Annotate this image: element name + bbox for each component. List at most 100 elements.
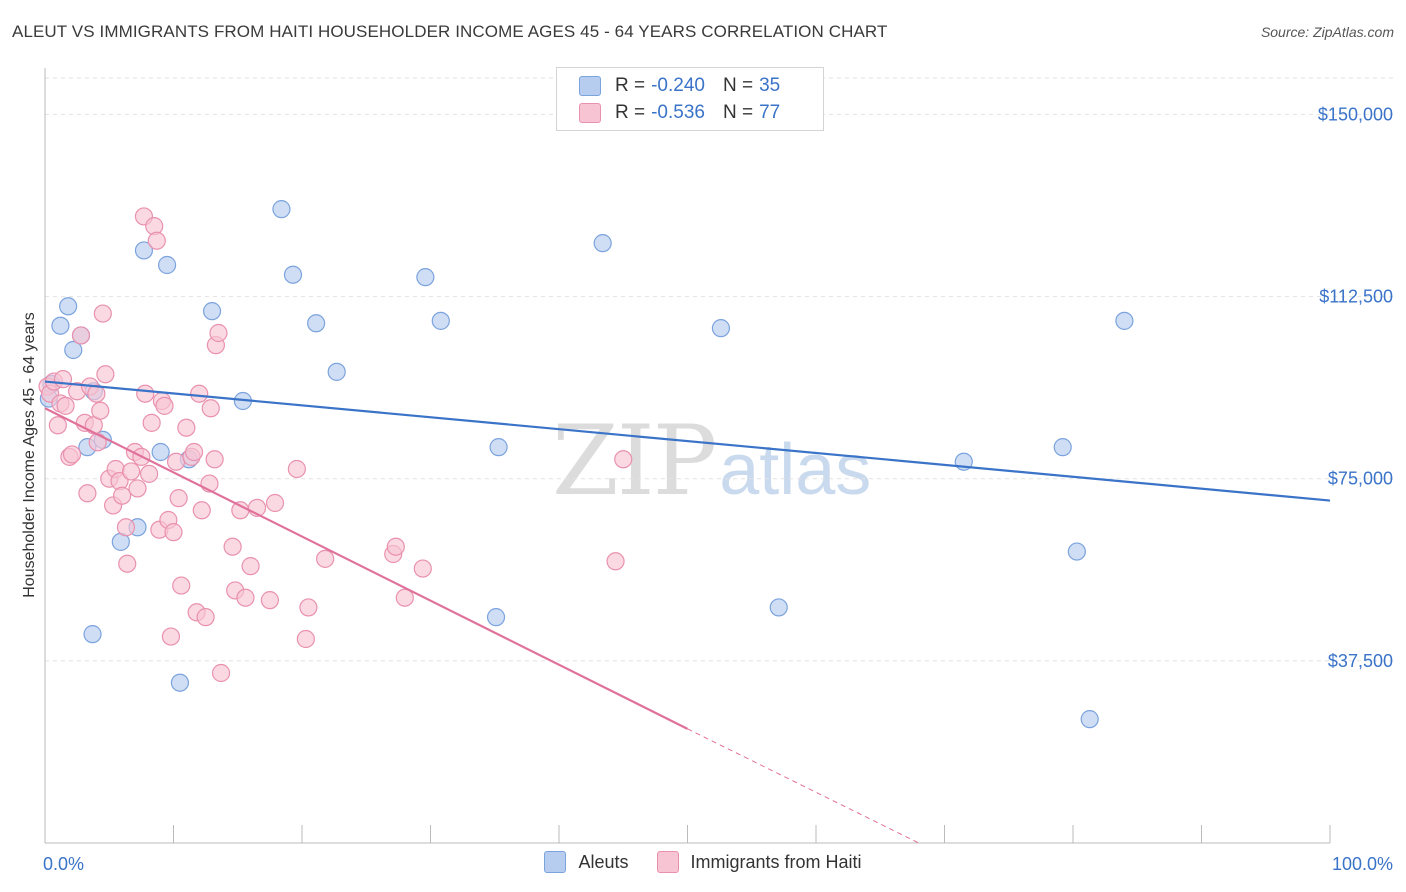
- haiti-point: [56, 396, 75, 415]
- aleut-point: [486, 608, 506, 627]
- watermark-atlas: atlas: [719, 430, 872, 510]
- x-tick-label: 100.0%: [1332, 854, 1393, 874]
- haiti-point: [136, 384, 155, 403]
- haiti-point: [223, 537, 242, 556]
- aleut-point: [151, 442, 170, 462]
- aleut-point: [202, 302, 222, 321]
- correlation-legend: R = -0.240 N = 35 R = -0.536 N = 77: [556, 67, 824, 131]
- aleut-point: [711, 319, 731, 338]
- aleut-point: [307, 314, 326, 333]
- haiti-point: [48, 416, 67, 435]
- haiti-point: [112, 486, 132, 505]
- aleut-point: [283, 265, 303, 284]
- haiti-point: [139, 464, 159, 483]
- legend-item-aleuts[interactable]: Aleuts: [544, 851, 629, 873]
- aleut-point: [489, 438, 508, 457]
- haiti-point: [87, 384, 106, 403]
- haiti-swatch: [656, 851, 679, 873]
- haiti-swatch: [579, 103, 601, 123]
- aleut-point: [59, 297, 78, 316]
- haiti-point: [142, 413, 161, 432]
- haiti-point: [201, 399, 220, 418]
- aleut-point: [416, 268, 435, 287]
- aleut-point: [1080, 710, 1099, 729]
- haiti-point: [164, 523, 183, 542]
- haiti-point: [161, 627, 181, 646]
- haiti-point: [211, 663, 231, 683]
- aleut-point: [431, 311, 450, 330]
- haiti-point: [205, 450, 224, 469]
- y-tick-label: $150,000: [1318, 104, 1393, 124]
- legend-label-haiti: Immigrants from Haiti: [690, 851, 862, 872]
- aleut-point: [134, 241, 154, 260]
- n-value: 77: [759, 102, 781, 123]
- aleut-point: [272, 200, 291, 219]
- haiti-point: [184, 442, 204, 462]
- legend-row-haiti: R = -0.536 N = 77: [579, 100, 780, 126]
- haiti-point: [299, 598, 318, 617]
- aleut-point: [593, 234, 612, 253]
- aleut-point: [327, 362, 346, 381]
- aleut-point: [157, 255, 177, 275]
- y-tick-label: $37,500: [1328, 651, 1393, 671]
- legend-label-aleuts: Aleuts: [578, 851, 629, 872]
- haiti-point: [166, 452, 186, 471]
- haiti-point: [265, 493, 285, 513]
- aleut-point: [1053, 438, 1072, 457]
- haiti-point: [316, 549, 335, 568]
- haiti-trend-extension: [687, 728, 920, 844]
- haiti-point: [241, 557, 260, 576]
- legend-row-aleuts: R = -0.240 N = 35: [579, 73, 780, 99]
- haiti-point: [155, 396, 174, 415]
- aleut-point: [1067, 542, 1086, 561]
- haiti-point: [614, 450, 633, 469]
- y-tick-label: $75,000: [1328, 469, 1393, 489]
- haiti-point: [116, 518, 136, 537]
- aleut-point: [51, 316, 70, 335]
- haiti-point: [121, 462, 141, 481]
- aleut-trend-line: [44, 380, 1331, 502]
- haiti-point: [93, 304, 112, 323]
- r-value: -0.240: [651, 75, 705, 96]
- source-credit: Source: ZipAtlas.com: [1260, 24, 1394, 40]
- haiti-point: [78, 484, 97, 503]
- n-value: 35: [759, 75, 781, 96]
- haiti-point: [177, 418, 196, 437]
- haiti-point: [128, 479, 147, 498]
- haiti-point: [236, 588, 255, 607]
- haiti-point: [172, 576, 191, 595]
- chart-title: ALEUT VS IMMIGRANTS FROM HAITI HOUSEHOLD…: [12, 22, 888, 41]
- r-value: -0.536: [651, 102, 705, 123]
- n-label: N =: [722, 102, 754, 123]
- haiti-point: [395, 588, 414, 607]
- y-tick-label: $112,500: [1319, 287, 1393, 307]
- aleut-point: [769, 598, 788, 617]
- r-label: R =: [615, 102, 646, 123]
- series-legend: Aleuts Immigrants from Haiti: [0, 851, 1406, 873]
- haiti-point: [62, 445, 82, 464]
- aleut-point: [1115, 311, 1134, 330]
- watermark: ZIPatlas: [552, 405, 871, 517]
- aleuts-swatch: [579, 76, 601, 96]
- haiti-point: [169, 489, 188, 508]
- watermark-zip: ZIP: [552, 405, 717, 517]
- haiti-trend-line: [44, 407, 688, 730]
- haiti-point: [386, 537, 405, 556]
- haiti-point: [91, 401, 110, 420]
- aleut-point: [170, 673, 190, 692]
- haiti-point: [71, 326, 91, 345]
- haiti-point: [53, 370, 73, 389]
- haiti-point: [190, 384, 209, 403]
- haiti-point: [296, 629, 315, 649]
- aleuts-swatch: [544, 851, 567, 873]
- x-tick-label: 0.0%: [43, 854, 84, 874]
- r-label: R =: [615, 75, 646, 96]
- legend-item-haiti[interactable]: Immigrants from Haiti: [656, 851, 862, 873]
- haiti-point: [147, 231, 166, 250]
- haiti-point: [260, 591, 279, 610]
- haiti-point: [287, 459, 306, 479]
- aleut-point: [83, 625, 102, 644]
- haiti-point: [118, 554, 137, 573]
- haiti-point: [192, 501, 211, 520]
